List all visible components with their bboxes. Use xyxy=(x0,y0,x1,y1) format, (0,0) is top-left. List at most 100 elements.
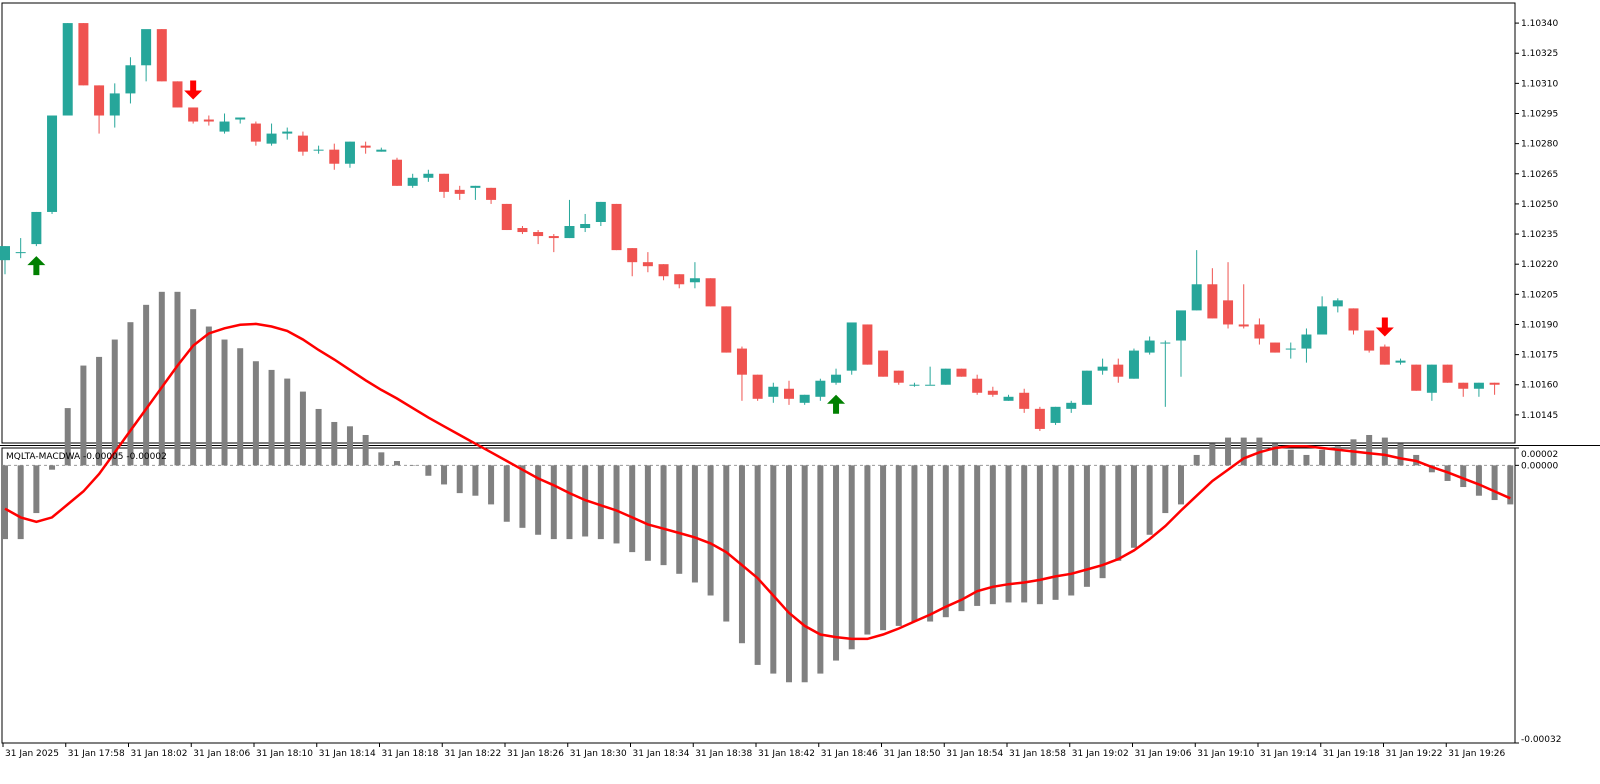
candle-body xyxy=(752,374,763,399)
candle xyxy=(1426,364,1437,401)
candle-body xyxy=(799,394,810,403)
histogram-bar xyxy=(1428,465,1435,473)
histogram-bar xyxy=(833,465,840,661)
histogram-bar xyxy=(848,465,855,650)
histogram-bar xyxy=(535,465,542,535)
candle xyxy=(595,201,606,227)
histogram-bar xyxy=(613,465,620,544)
histogram-bar xyxy=(1178,465,1184,505)
candle xyxy=(972,374,983,395)
time-tick-label: 31 Jan 19:22 xyxy=(1386,749,1443,759)
candle xyxy=(1050,406,1061,425)
histogram-bar xyxy=(1193,454,1200,466)
histogram-bar xyxy=(49,465,56,470)
histogram-bar xyxy=(1366,434,1373,466)
candle-body xyxy=(658,264,669,277)
candle xyxy=(1254,318,1265,345)
candle-body xyxy=(250,123,261,142)
histogram-bar xyxy=(33,465,40,514)
candle-body xyxy=(862,324,873,365)
histogram-bar xyxy=(644,465,651,561)
candle-body xyxy=(689,278,700,283)
candle xyxy=(784,380,794,405)
candle-body xyxy=(1191,284,1202,311)
histogram-bar xyxy=(456,465,463,494)
candle xyxy=(533,230,544,245)
histogram-bar xyxy=(707,465,714,596)
candle-body xyxy=(972,378,983,393)
histogram-bar xyxy=(221,339,228,466)
candle-body xyxy=(878,350,889,377)
histogram-bar xyxy=(1287,449,1294,466)
histogram-bar xyxy=(425,465,432,476)
histogram-bar xyxy=(394,461,400,466)
histogram-bar xyxy=(927,465,934,622)
candle xyxy=(313,145,324,154)
candle-body xyxy=(595,201,606,222)
histogram-bar xyxy=(252,361,259,466)
histogram-bar xyxy=(880,465,887,631)
histogram-bar xyxy=(1209,443,1216,466)
candle xyxy=(1301,328,1312,363)
candle xyxy=(1317,296,1328,335)
time-tick-label: 31 Jan 18:22 xyxy=(444,749,501,759)
candle-body xyxy=(1317,306,1328,335)
histogram-bar xyxy=(1099,465,1106,579)
time-tick-label: 31 Jan 19:02 xyxy=(1072,749,1129,759)
candle-body xyxy=(156,29,167,82)
candle-body xyxy=(1223,300,1234,325)
candle-body xyxy=(1285,348,1296,350)
candle xyxy=(517,226,528,235)
histogram-bar xyxy=(723,465,730,622)
candle xyxy=(940,368,951,385)
candle-body xyxy=(893,370,904,383)
candle-body xyxy=(925,384,936,386)
time-tick-label: 31 Jan 19:18 xyxy=(1323,749,1380,759)
time-tick-label: 31 Jan 18:54 xyxy=(946,749,1003,759)
time-tick-label: 31 Jan 18:06 xyxy=(193,749,250,759)
histogram-bar xyxy=(1319,449,1326,466)
candle-body xyxy=(831,374,842,383)
candle xyxy=(297,131,308,156)
histogram-bar xyxy=(2,465,8,540)
candle-body xyxy=(768,386,779,397)
candle xyxy=(768,382,779,403)
candle xyxy=(1097,358,1108,375)
candle xyxy=(642,252,653,273)
time-tick-label: 31 Jan 17:58 xyxy=(68,749,125,759)
histogram-bar xyxy=(754,465,761,665)
time-tick-label: 31 Jan 18:38 xyxy=(695,749,752,759)
price-tick-label: 1.10310 xyxy=(1521,79,1558,89)
histogram-bar xyxy=(174,291,181,466)
candle-body xyxy=(266,133,277,144)
candle xyxy=(62,23,73,116)
candle xyxy=(266,123,277,146)
indicator-tick-label: 0.00000 xyxy=(1521,461,1558,471)
histogram-bar xyxy=(550,465,557,540)
price-tick-label: 1.10145 xyxy=(1521,411,1558,421)
time-tick-label: 31 Jan 2025 xyxy=(5,749,59,759)
price-tick-label: 1.10190 xyxy=(1521,320,1558,330)
price-tick-label: 1.10235 xyxy=(1521,230,1558,240)
candle xyxy=(156,29,167,82)
time-tick-label: 31 Jan 18:50 xyxy=(884,749,941,759)
candle-body xyxy=(1270,342,1281,353)
histogram-bar xyxy=(96,356,103,466)
candle xyxy=(439,173,450,198)
histogram-bar xyxy=(1146,465,1153,535)
histogram-bar xyxy=(738,465,745,644)
time-tick-label: 31 Jan 18:26 xyxy=(507,749,564,759)
candle xyxy=(1489,382,1500,395)
candle xyxy=(956,368,967,377)
candle-body xyxy=(1364,330,1375,351)
candle-body xyxy=(1442,364,1453,383)
histogram-bar xyxy=(237,348,244,466)
candle xyxy=(0,246,10,275)
candle xyxy=(831,368,842,385)
histogram-bar xyxy=(566,465,573,540)
candle-body xyxy=(1160,342,1171,344)
candle-body xyxy=(940,368,951,385)
candle-body xyxy=(1003,396,1014,401)
candle xyxy=(47,115,58,214)
